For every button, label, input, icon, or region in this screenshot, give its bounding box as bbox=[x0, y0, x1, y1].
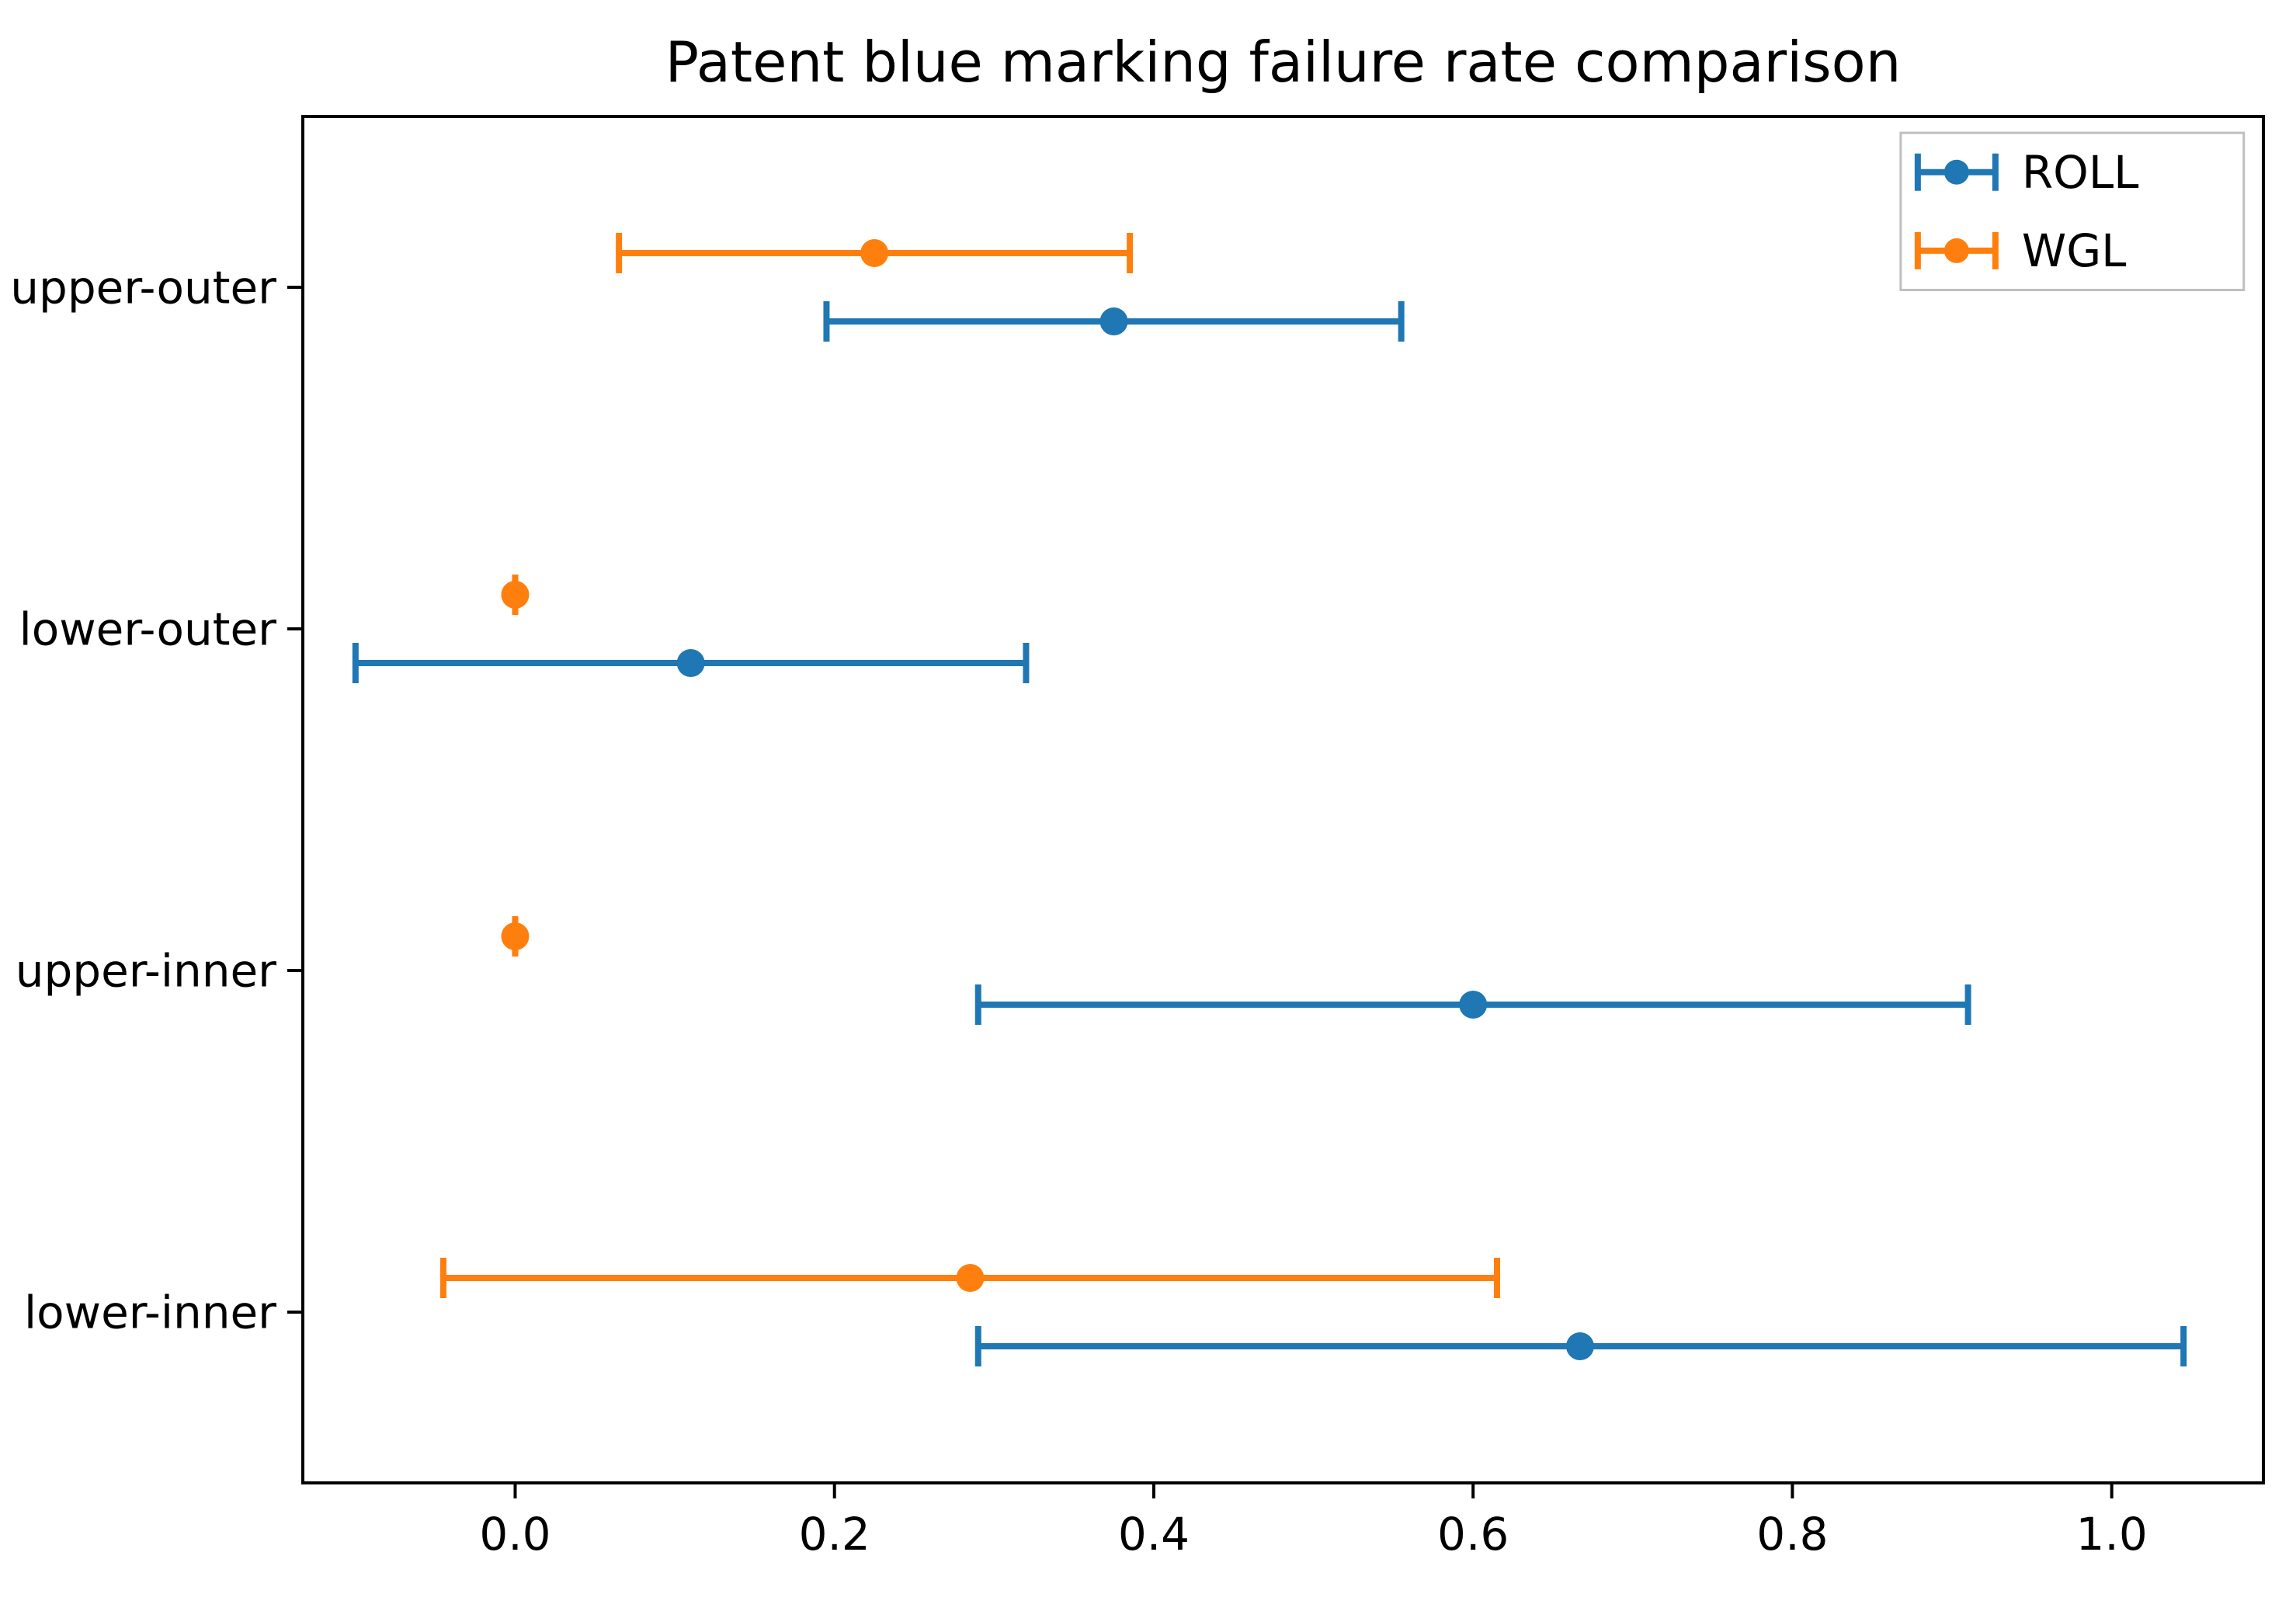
y-tick-label: upper-inner bbox=[16, 944, 276, 997]
x-tick-label: 0.6 bbox=[1437, 1508, 1509, 1561]
y-tick-label: lower-outer bbox=[19, 602, 277, 655]
legend-label: WGL bbox=[2022, 224, 2127, 277]
x-tick-label: 1.0 bbox=[2076, 1508, 2148, 1561]
x-tick-label: 0.8 bbox=[1756, 1508, 1828, 1561]
x-tick-label: 0.0 bbox=[479, 1508, 551, 1561]
chart-container: Patent blue marking failure rate compari… bbox=[0, 0, 2296, 1618]
legend: ROLL WGL bbox=[1901, 133, 2244, 290]
errorbar-chart: Patent blue marking failure rate compari… bbox=[0, 0, 2296, 1618]
x-tick-label: 0.4 bbox=[1118, 1508, 1190, 1561]
y-tick-label: upper-outer bbox=[10, 261, 276, 314]
x-tick-label: 0.2 bbox=[799, 1508, 870, 1561]
legend-label: ROLL bbox=[2022, 146, 2139, 199]
y-tick-label: lower-inner bbox=[24, 1286, 276, 1338]
chart-title: Patent blue marking failure rate compari… bbox=[665, 30, 1902, 95]
